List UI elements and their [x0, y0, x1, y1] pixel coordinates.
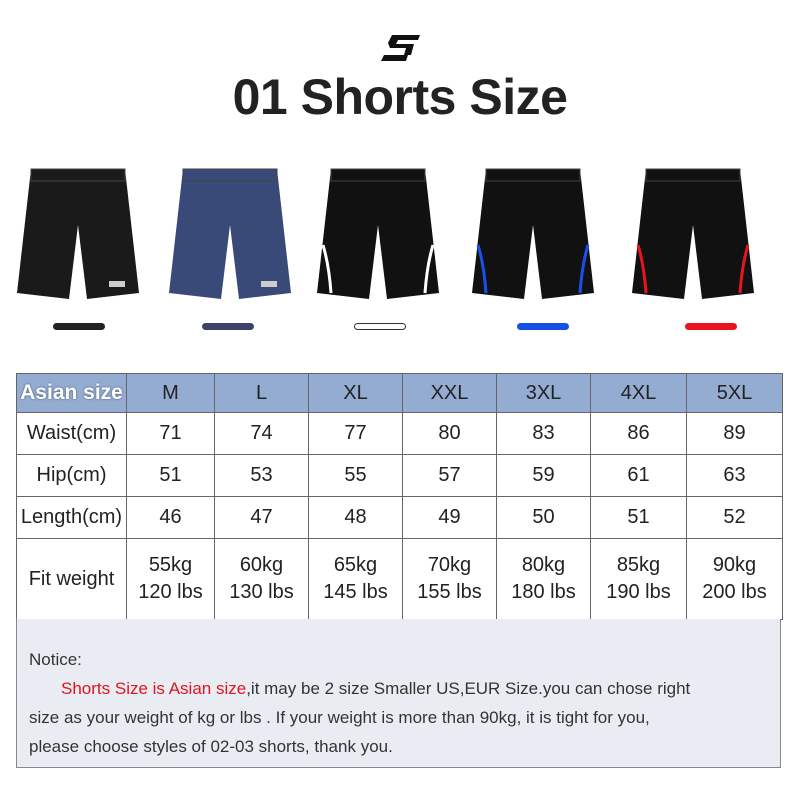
table-cell: 71 — [126, 412, 215, 455]
table-cell: 74 — [214, 412, 309, 455]
weight-cell: 70kg 155 lbs — [402, 538, 497, 620]
table-cell: Hip(cm) — [16, 454, 127, 497]
header-cell: XXL — [402, 373, 497, 413]
shorts-image-black — [17, 168, 139, 299]
table-cell: Length(cm) — [16, 496, 127, 539]
brand-logo — [381, 35, 420, 61]
notice-text-2: size as your weight of kg or lbs . If yo… — [29, 708, 650, 727]
color-swatch-black-blue[interactable] — [517, 323, 569, 330]
table-row: Length(cm) 46 47 48 49 50 51 52 — [16, 496, 783, 539]
table-cell: Waist(cm) — [16, 412, 127, 455]
weight-lbs: 200 lbs — [702, 581, 767, 603]
table-cell: 86 — [590, 412, 687, 455]
header-cell: L — [214, 373, 309, 413]
table-cell: Fit weight — [16, 538, 127, 620]
weight-cell: 55kg 120 lbs — [126, 538, 215, 620]
weight-kg: 55kg — [148, 554, 193, 576]
table-cell: 83 — [496, 412, 591, 455]
color-swatch-black-white[interactable] — [354, 323, 406, 330]
table-cell: 77 — [308, 412, 403, 455]
table-row-weight: Fit weight 55kg 120 lbs 60kg 130 lbs 65kg 145 … — [16, 538, 783, 620]
table-cell: 80 — [402, 412, 497, 455]
shorts-image-black-white — [317, 168, 439, 299]
weight-cell: 80kg 180 lbs — [496, 538, 591, 620]
notice-box: Notice: Shorts Size is Asian size,it may… — [16, 619, 781, 768]
weight-cell: 85kg 190 lbs — [590, 538, 687, 620]
header-cell: 3XL — [496, 373, 591, 413]
page-title: 01 Shorts Size — [232, 69, 568, 125]
shorts-image-black-red — [632, 168, 754, 299]
notice-text-3: please choose styles of 02-03 shorts, th… — [29, 737, 393, 756]
weight-kg: 85kg — [616, 554, 661, 576]
weight-lbs: 180 lbs — [511, 581, 576, 603]
notice-label: Notice: — [29, 650, 82, 669]
table-cell: 49 — [402, 496, 497, 539]
weight-lbs: 190 lbs — [606, 581, 671, 603]
weight-kg: 90kg — [712, 554, 757, 576]
notice-highlight: Shorts Size is Asian size — [61, 679, 247, 698]
header-cell: M — [126, 373, 215, 413]
weight-lbs: 155 lbs — [417, 581, 482, 603]
table-cell: 50 — [496, 496, 591, 539]
table-cell: 55 — [308, 454, 403, 497]
table-cell: 59 — [496, 454, 591, 497]
weight-lbs: 145 lbs — [323, 581, 388, 603]
weight-kg: 65kg — [333, 554, 378, 576]
table-cell: 61 — [590, 454, 687, 497]
weight-cell: 90kg 200 lbs — [686, 538, 783, 620]
weight-kg: 80kg — [521, 554, 566, 576]
table-row: Waist(cm) 71 74 77 80 83 86 89 — [16, 412, 783, 455]
shorts-image-navy — [169, 168, 291, 299]
table-cell: 63 — [686, 454, 783, 497]
weight-cell: 65kg 145 lbs — [308, 538, 403, 620]
header-cell: 5XL — [686, 373, 783, 413]
shorts-image-black-blue — [472, 168, 594, 299]
size-table: Asian size M L XL XXL 3XL 4XL 5XL Waist(cm) 71 74 7… — [16, 373, 783, 620]
table-header-row: Asian size M L XL XXL 3XL 4XL 5XL — [16, 373, 783, 413]
color-swatch-navy[interactable] — [202, 323, 254, 330]
weight-cell: 60kg 130 lbs — [214, 538, 309, 620]
weight-kg: 60kg — [239, 554, 284, 576]
notice-text-1: ,it may be 2 size Smaller US,EUR Size.yo… — [246, 679, 691, 698]
header-cell: 4XL — [590, 373, 687, 413]
table-cell: 57 — [402, 454, 497, 497]
weight-lbs: 120 lbs — [138, 581, 203, 603]
table-cell: 47 — [214, 496, 309, 539]
table-row: Hip(cm) 51 53 55 57 59 61 63 — [16, 454, 783, 497]
table-cell: 51 — [126, 454, 215, 497]
color-swatch-black-red[interactable] — [685, 323, 737, 330]
weight-kg: 70kg — [427, 554, 472, 576]
header-cell: XL — [308, 373, 403, 413]
table-cell: 52 — [686, 496, 783, 539]
table-cell: 46 — [126, 496, 215, 539]
weight-lbs: 130 lbs — [229, 581, 294, 603]
table-cell: 48 — [308, 496, 403, 539]
color-swatch-black[interactable] — [53, 323, 105, 330]
table-cell: 51 — [590, 496, 687, 539]
header-cell: Asian size — [16, 373, 127, 413]
table-cell: 89 — [686, 412, 783, 455]
table-cell: 53 — [214, 454, 309, 497]
